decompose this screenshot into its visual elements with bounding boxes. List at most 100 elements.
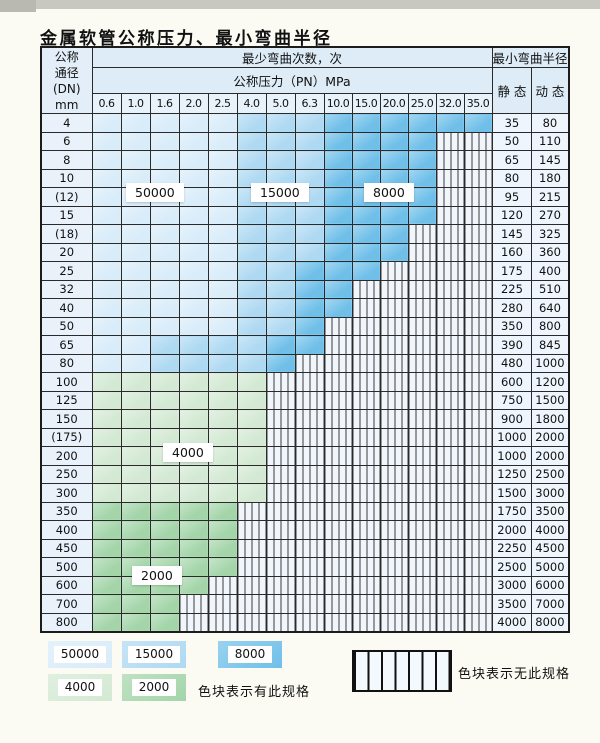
cell-no-spec [265, 427, 296, 447]
cell-50000 [120, 113, 151, 133]
cell-50000 [178, 298, 209, 318]
cell-15000 [294, 224, 325, 244]
cell-no-spec [379, 464, 409, 484]
cell-4000 [149, 409, 180, 429]
table-row-dn-15: 15 120 270 [40, 205, 570, 225]
dn-value-cell: 600 [40, 575, 93, 595]
cell-50000 [91, 298, 122, 318]
cell-4000 [236, 446, 267, 466]
cell-50000 [149, 131, 180, 151]
cell-4000 [207, 409, 238, 429]
table-row-dn-175: (175) 1000 2000 [40, 427, 570, 447]
table-row-dn-10: 10 80 180 [40, 168, 570, 188]
cell-2000 [207, 501, 238, 521]
cell-4000 [120, 446, 151, 466]
cell-no-spec [323, 501, 353, 521]
dn-value-cell: 32 [40, 279, 93, 299]
cell-2000 [91, 557, 122, 577]
cell-no-spec [265, 446, 296, 466]
cell-4000 [149, 464, 180, 484]
cell-no-spec [351, 594, 381, 614]
cell-no-spec [407, 427, 437, 447]
cell-no-spec [379, 538, 409, 558]
dn-value-cell: 10 [40, 168, 93, 188]
cell-no-spec [407, 298, 437, 318]
cell-2000 [178, 520, 209, 540]
static-radius-cell: 160 [491, 242, 533, 262]
cell-2000 [149, 594, 180, 614]
cell-no-spec [294, 427, 325, 447]
table-row-dn-40: 40 280 640 [40, 298, 570, 318]
cell-4000 [178, 409, 209, 429]
cell-8000 [379, 242, 409, 262]
cell-15000 [294, 113, 325, 133]
dynamic-radius-cell: 8000 [531, 612, 570, 633]
cell-50000 [91, 261, 122, 281]
cell-no-spec [294, 557, 325, 577]
dynamic-radius-cell: 800 [531, 316, 570, 336]
cell-no-spec [407, 483, 437, 503]
cell-15000 [236, 298, 267, 318]
cell-no-spec [435, 335, 465, 355]
table-row-dn-500: 500 2500 5000 [40, 557, 570, 577]
cell-4000 [120, 390, 151, 410]
cell-50000 [120, 316, 151, 336]
cell-15000 [236, 316, 267, 336]
table-row-dn-8: 8 65 145 [40, 150, 570, 170]
cell-50000 [149, 279, 180, 299]
cell-no-spec [407, 538, 437, 558]
cell-no-spec [435, 501, 465, 521]
cell-no-spec [435, 279, 465, 299]
cell-no-spec [435, 390, 465, 410]
cell-2000 [91, 501, 122, 521]
cell-no-spec [435, 538, 465, 558]
cell-4000 [207, 427, 238, 447]
cell-50000 [149, 242, 180, 262]
cell-no-spec [323, 483, 353, 503]
cell-no-spec [294, 372, 325, 392]
cell-no-spec [351, 612, 381, 633]
cell-no-spec [435, 131, 465, 151]
cell-50000 [120, 150, 151, 170]
cell-no-spec [236, 557, 267, 577]
cell-15000 [294, 150, 325, 170]
cell-50000 [178, 168, 209, 188]
table-row-dn-350: 350 1750 3500 [40, 501, 570, 521]
cell-4000 [178, 427, 209, 447]
cell-15000 [265, 279, 296, 299]
dn-value-cell: 4 [40, 113, 93, 133]
cell-4000 [120, 464, 151, 484]
table-row-dn-65: 65 390 845 [40, 335, 570, 355]
cycle-label-2000: 2000 [132, 566, 182, 585]
cell-8000 [435, 113, 465, 133]
cell-no-spec [435, 594, 465, 614]
cell-4000 [236, 464, 267, 484]
cell-no-spec [463, 501, 493, 521]
cell-4000 [91, 372, 122, 392]
cell-50000 [178, 131, 209, 151]
cell-8000 [407, 113, 437, 133]
cell-15000 [236, 205, 267, 225]
table-row-dn-80: 80 480 1000 [40, 353, 570, 373]
cell-15000 [265, 261, 296, 281]
cell-no-spec [379, 372, 409, 392]
dynamic-radius-cell: 360 [531, 242, 570, 262]
cell-no-spec [236, 520, 267, 540]
cell-no-spec [323, 353, 353, 373]
min-radius-header: 最小弯曲半径 [491, 46, 570, 68]
cell-no-spec [351, 501, 381, 521]
dn-value-cell: 300 [40, 483, 93, 503]
cell-no-spec [463, 224, 493, 244]
cell-8000 [294, 316, 325, 336]
cell-no-spec [351, 427, 381, 447]
cell-no-spec [463, 575, 493, 595]
cell-no-spec [379, 427, 409, 447]
cell-4000 [91, 483, 122, 503]
cell-4000 [91, 409, 122, 429]
static-radius-cell: 4000 [491, 612, 533, 633]
cell-no-spec [435, 168, 465, 188]
cell-no-spec [351, 372, 381, 392]
cell-4000 [120, 372, 151, 392]
dn-value-cell: 350 [40, 501, 93, 521]
legend-swatch-label: 4000 [57, 679, 103, 696]
